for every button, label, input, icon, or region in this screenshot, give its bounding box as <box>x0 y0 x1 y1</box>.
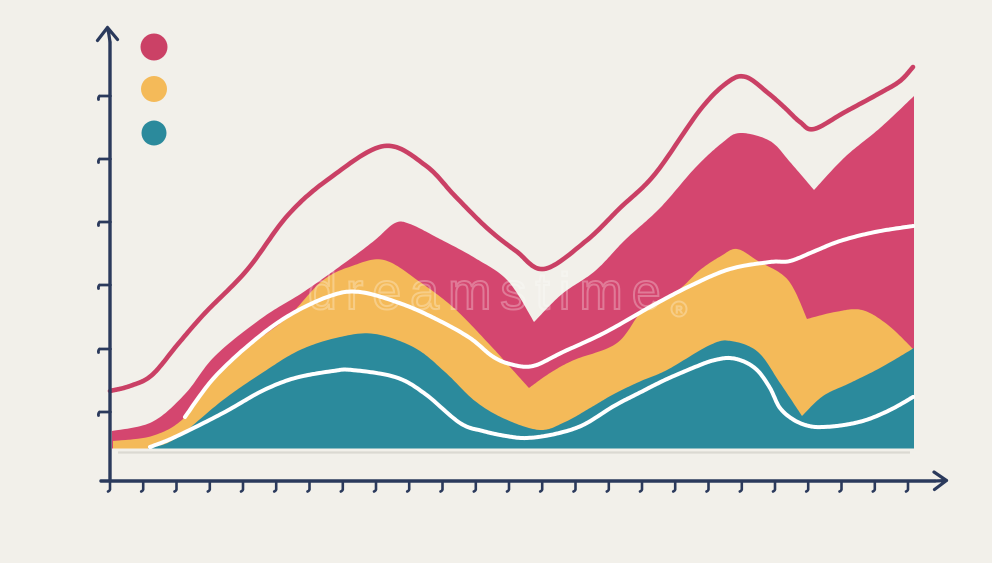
svg-text:dreamstime: dreamstime <box>308 263 670 321</box>
svg-text:R: R <box>676 305 683 316</box>
